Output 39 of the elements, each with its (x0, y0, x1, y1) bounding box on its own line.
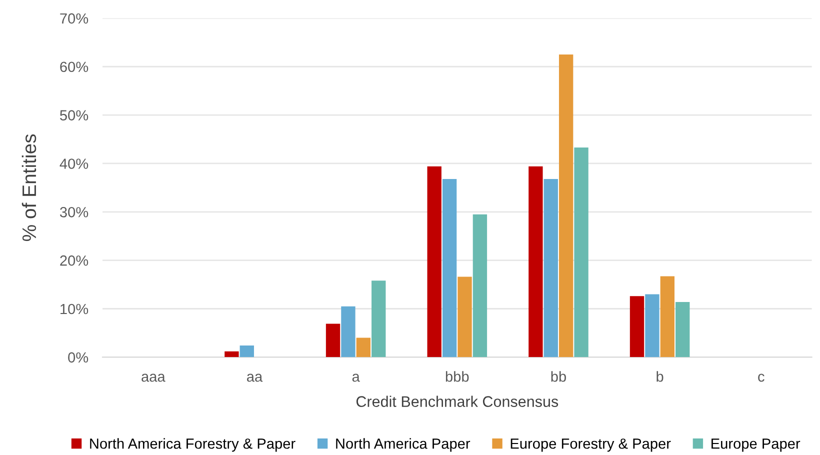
y-tick-label: 50% (60, 110, 88, 120)
x-tick-label: b (656, 371, 664, 382)
bar (240, 346, 254, 358)
x-tick-label: aaa (142, 374, 166, 382)
legend-label: Europe Forestry & Paper (510, 438, 671, 452)
x-tick-label: a (352, 374, 360, 382)
y-tick-label: 60% (60, 62, 88, 72)
bar (558, 54, 574, 358)
y-tick-label: 70% (60, 13, 88, 24)
x-axis-title: Credit Benchmark Consensus (356, 396, 558, 407)
y-tick-label: 40% (60, 158, 88, 169)
x-tick-label: bbb (446, 371, 469, 382)
y-tick-label: 10% (60, 304, 88, 314)
y-axis-title: % of Entities (22, 134, 36, 242)
bar (660, 276, 674, 358)
bar (356, 338, 371, 358)
bar (676, 302, 690, 358)
bar (574, 147, 588, 358)
bar (528, 166, 543, 358)
x-tick-label: c (758, 374, 764, 382)
y-tick-label: 30% (60, 207, 88, 218)
bar (544, 178, 558, 358)
bar (442, 178, 457, 358)
bar (326, 324, 340, 358)
bar (472, 214, 488, 358)
bar (458, 276, 472, 358)
legend-label: North America Forestry & Paper (90, 438, 296, 452)
x-tick-label: aa (247, 374, 263, 382)
bar (341, 306, 356, 358)
legend-label: North America Paper (336, 438, 470, 452)
legend-label: Europe Paper (712, 438, 800, 452)
x-tick-label: bb (551, 371, 566, 382)
bar (372, 280, 386, 358)
bar (224, 351, 239, 358)
y-tick-label: 0% (68, 352, 88, 363)
bar (645, 294, 660, 358)
bar (630, 296, 644, 358)
y-tick-label: 20% (60, 255, 88, 266)
bar (427, 166, 442, 358)
